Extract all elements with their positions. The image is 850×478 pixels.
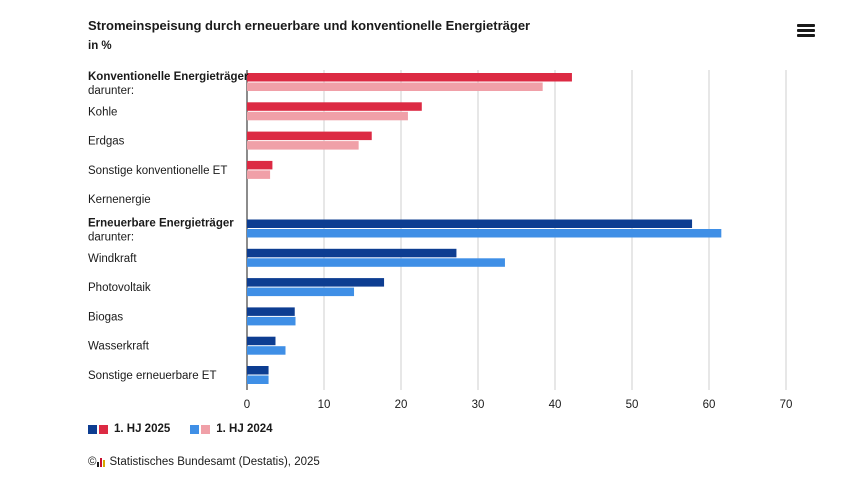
category-sublabel-0: darunter: xyxy=(88,85,134,97)
bar-1-hj-2024-5 xyxy=(247,229,722,238)
category-label-4: Kernenergie xyxy=(88,194,151,206)
chart-title: Stromeinspeisung durch erneuerbare und k… xyxy=(88,18,531,33)
source-credit: © Statistisches Bundesamt (Destatis), 20… xyxy=(88,456,320,468)
chart-subtitle: in % xyxy=(88,40,112,52)
copyright-symbol: © xyxy=(88,456,97,468)
bar-1-hj-2025-3 xyxy=(247,160,273,170)
bar-1-hj-2024-10 xyxy=(247,375,269,384)
legend-swatch-2024-red xyxy=(201,424,211,434)
bar-1-hj-2025-2 xyxy=(247,131,372,141)
bar-1-hj-2025-5 xyxy=(247,219,693,228)
x-tick-label-60: 60 xyxy=(703,399,716,411)
category-label-6: Windkraft xyxy=(88,253,137,265)
legend-label-2024: 1. HJ 2024 xyxy=(216,423,273,435)
x-tick-label-0: 0 xyxy=(244,399,250,411)
source-text: Statistisches Bundesamt (Destatis), 2025 xyxy=(109,456,320,468)
category-label-3: Sonstige konventionelle ET xyxy=(88,165,227,177)
category-label-10: Sonstige erneuerbare ET xyxy=(88,370,217,382)
x-tick-label-10: 10 xyxy=(318,399,331,411)
category-label-5: Erneuerbare Energieträger xyxy=(88,218,234,230)
x-tick-label-50: 50 xyxy=(626,399,639,411)
bar-1-hj-2025-8 xyxy=(247,307,295,316)
chart-legend: 1. HJ 2025 1. HJ 2024 xyxy=(88,423,293,435)
legend-item-2024[interactable]: 1. HJ 2024 xyxy=(190,423,273,435)
bar-1-hj-2024-8 xyxy=(247,316,296,326)
bar-1-hj-2024-1 xyxy=(247,111,408,121)
category-label-8: Biogas xyxy=(88,311,123,323)
bar-1-hj-2025-0 xyxy=(247,73,572,82)
bar-1-hj-2025-6 xyxy=(247,248,457,258)
bar-1-hj-2025-7 xyxy=(247,278,385,287)
bar-1-hj-2024-6 xyxy=(247,258,505,267)
category-label-2: Erdgas xyxy=(88,136,125,148)
x-tick-label-40: 40 xyxy=(549,399,562,411)
bar-1-hj-2024-9 xyxy=(247,346,286,355)
bar-1-hj-2025-1 xyxy=(247,102,422,111)
bar-1-hj-2025-10 xyxy=(247,366,269,375)
category-label-7: Photovoltaik xyxy=(88,282,151,294)
category-label-9: Wasserkraft xyxy=(88,341,150,353)
legend-label-2025: 1. HJ 2025 xyxy=(114,423,171,435)
bar-1-hj-2024-0 xyxy=(247,82,543,91)
legend-swatch-2025-blue xyxy=(88,424,97,434)
category-label-1: Kohle xyxy=(88,106,117,118)
bar-1-hj-2024-2 xyxy=(247,141,359,150)
category-sublabel-5: darunter: xyxy=(88,232,134,244)
category-label-0: Konventionelle Energieträger xyxy=(88,71,249,83)
x-tick-label-20: 20 xyxy=(395,399,408,411)
x-tick-label-70: 70 xyxy=(780,399,793,411)
bar-1-hj-2024-3 xyxy=(247,170,271,179)
bar-chart: 0 10 20 30 40 50 60 70 Konventionelle Energieträ… xyxy=(88,70,793,411)
bar-1-hj-2024-7 xyxy=(247,287,355,297)
legend-swatch-2025-red xyxy=(99,424,108,434)
bar-1-hj-2025-9 xyxy=(247,336,276,346)
destatis-logo-icon xyxy=(97,457,106,467)
legend-item-2025[interactable]: 1. HJ 2025 xyxy=(88,423,170,435)
legend-swatch-2024-blue xyxy=(190,424,200,434)
x-tick-label-30: 30 xyxy=(472,399,485,411)
hamburger-menu-icon[interactable] xyxy=(797,24,815,38)
